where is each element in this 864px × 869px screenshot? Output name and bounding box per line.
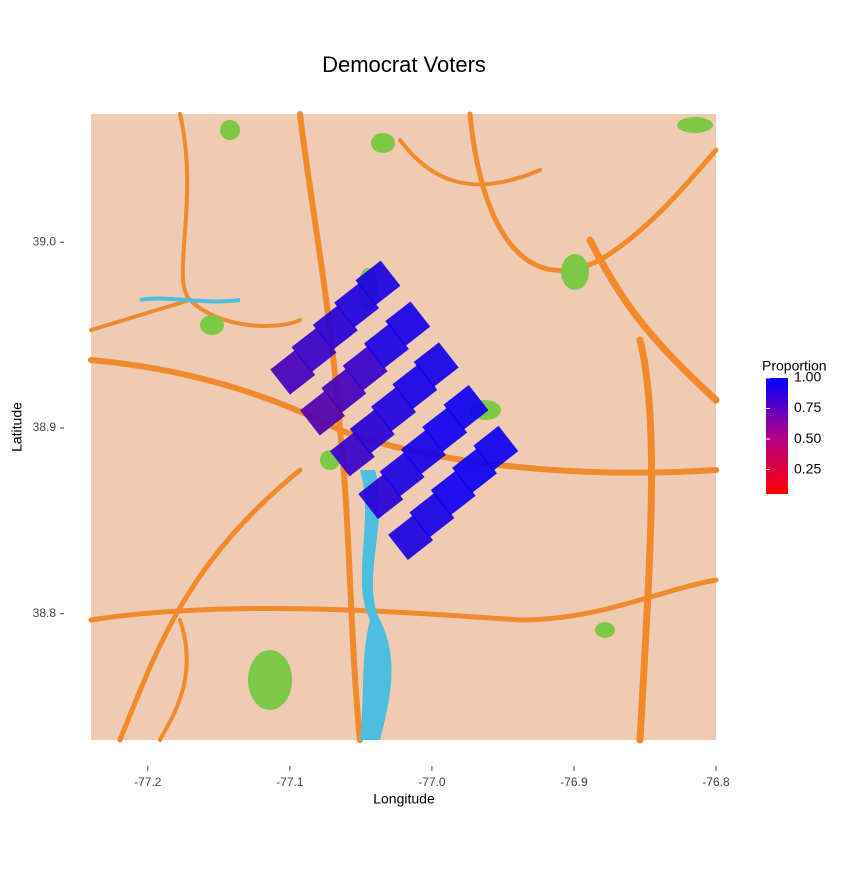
y-axis-label: Latitude bbox=[9, 402, 25, 452]
legend-tick-label: 1.00 bbox=[794, 369, 821, 385]
x-tick-label: -77.0 bbox=[418, 775, 446, 789]
basemap bbox=[88, 111, 720, 744]
y-tick-label: 38.9 bbox=[33, 420, 57, 434]
legend-tick-label: 0.75 bbox=[794, 399, 821, 415]
x-tick-label: -76.9 bbox=[560, 775, 588, 789]
legend-colorbar bbox=[766, 378, 788, 494]
legend-title: Proportion bbox=[762, 358, 827, 374]
chart-title: Democrat Voters bbox=[322, 52, 486, 77]
point bbox=[355, 260, 401, 306]
point bbox=[473, 425, 519, 471]
y-tick-label: 38.8 bbox=[33, 606, 57, 620]
point bbox=[385, 301, 431, 347]
legend-tick-label: 0.25 bbox=[794, 460, 821, 476]
y-tick-label: 39.0 bbox=[33, 234, 57, 248]
legend-tick-label: 0.50 bbox=[794, 430, 821, 446]
x-axis-label: Longitude bbox=[373, 791, 435, 807]
x-tick-label: -76.8 bbox=[702, 775, 730, 789]
points bbox=[270, 260, 519, 560]
x-tick-label: -77.2 bbox=[134, 775, 162, 789]
x-tick-label: -77.1 bbox=[276, 775, 304, 789]
point bbox=[413, 342, 459, 388]
point bbox=[443, 385, 489, 430]
